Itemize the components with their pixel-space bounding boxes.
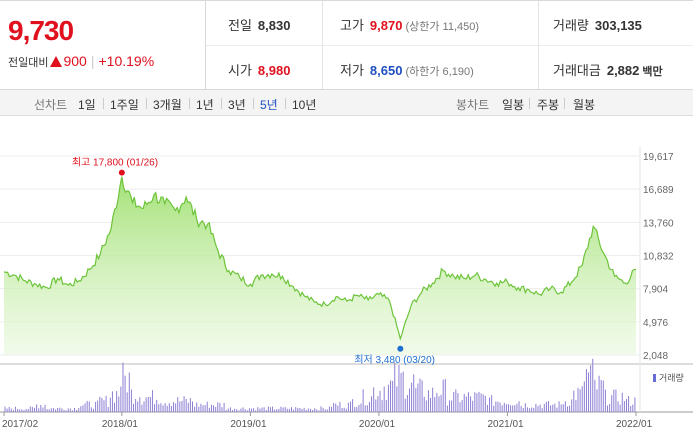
option-divider: [189, 98, 190, 109]
chart-toolbar: 선차트 1일 1주일 3개월 1년 3년 5년 10년 봉차트 일봉 주봉 월봉: [0, 90, 693, 116]
price-chart[interactable]: 최고 17,800 (01/26) 최저 3,480 (03/20) 19,617…: [0, 116, 693, 435]
cell-value: 8,830: [257, 18, 291, 33]
range-option-1d[interactable]: 1일: [78, 98, 96, 112]
option-divider: [221, 98, 222, 109]
cell-label: 고가: [340, 18, 364, 33]
volume-legend-swatch: [653, 374, 656, 382]
line-chart-label: 선차트: [34, 98, 68, 112]
quote-cell-high: 고가 9,870 (상한가 11,450): [340, 15, 479, 34]
row-divider: [206, 45, 693, 46]
range-option-10y[interactable]: 10년: [292, 98, 317, 112]
high-point-dot: [118, 169, 125, 176]
candle-option-monthly[interactable]: 월봉: [573, 98, 596, 112]
x-tick-label: 2020/01: [359, 419, 396, 430]
candle-option-weekly[interactable]: 주봉: [537, 98, 560, 112]
cell-label: 거래대금: [553, 63, 601, 78]
high-point-label: 최고 17,800 (01/26): [72, 157, 158, 169]
quote-cell-open: 시가 8,980: [228, 60, 290, 79]
range-option-1w[interactable]: 1주일: [110, 98, 139, 112]
change-value: 900: [63, 53, 87, 69]
quote-cell-turnover: 거래대금 2,882 백만: [553, 60, 663, 79]
change-percent: +10.19%: [98, 53, 155, 69]
quote-cell-prev-close: 전일 8,830: [228, 15, 290, 34]
cell-value: 9,870: [369, 18, 403, 33]
y-tick-label: 10,832: [643, 252, 674, 263]
cell-sub: (상한가 11,450): [405, 21, 480, 33]
volume-legend: 거래량: [653, 372, 684, 383]
range-option-1y[interactable]: 1년: [196, 98, 214, 112]
x-tick-label: 2018/01: [102, 419, 139, 430]
volume-bars: [4, 358, 636, 412]
option-divider: [564, 98, 565, 109]
price-area-fill: [4, 176, 636, 355]
quote-cell-low: 저가 8,650 (하한가 6,190): [340, 60, 474, 79]
cell-label: 시가: [228, 63, 252, 78]
candle-chart-label: 봉차트: [456, 98, 490, 112]
cell-label: 거래량: [553, 18, 589, 33]
cell-value: 8,980: [257, 63, 291, 78]
x-tick-label: 2019/01: [230, 419, 267, 430]
low-point-dot: [397, 345, 404, 352]
candle-option-daily[interactable]: 일봉: [502, 98, 525, 112]
price-area: [3, 176, 637, 355]
x-axis: 2017/02 2018/01 2019/01 2020/01 2021/01 2022/…: [2, 412, 653, 430]
triangle-up-icon: [50, 56, 63, 67]
quote-summary: 9,730 전일대비 900 | +10.19% 전일 8,830 고가 9,870 (상한…: [0, 0, 693, 90]
range-option-3y[interactable]: 3년: [228, 98, 246, 112]
x-tick-label: 2022/01: [616, 419, 653, 430]
y-tick-label: 19,617: [643, 152, 674, 163]
price-line: [3, 176, 637, 341]
x-tick-label: 2021/01: [487, 419, 524, 430]
x-tick-label: 2017/02: [2, 419, 39, 430]
y-tick-label: 16,689: [643, 185, 674, 196]
range-option-3m[interactable]: 3개월: [153, 98, 182, 112]
option-divider: [103, 98, 104, 109]
cell-value: 8,650: [369, 63, 403, 78]
option-divider: [529, 98, 530, 109]
chart-markers: 최고 17,800 (01/26) 최저 3,480 (03/20): [72, 157, 435, 366]
cell-sub: 백만: [642, 66, 663, 78]
quote-cell-volume: 거래량 303,135: [553, 15, 642, 34]
price-change-row: 전일대비 900 | +10.19%: [8, 53, 154, 70]
change-label: 전일대비: [8, 57, 49, 69]
y-tick-label: 4,976: [643, 318, 668, 329]
current-price: 9,730: [8, 15, 74, 46]
change-separator: |: [90, 53, 95, 69]
y-tick-label: 7,904: [643, 285, 668, 296]
option-divider: [285, 98, 286, 109]
option-divider: [146, 98, 147, 109]
cell-label: 전일: [228, 18, 252, 33]
range-option-5y[interactable]: 5년: [260, 98, 278, 112]
y-tick-label: 13,760: [643, 218, 674, 229]
low-point-label: 최저 3,480 (03/20): [354, 354, 435, 366]
y-tick-label: 2,048: [643, 351, 668, 362]
y-axis: 19,617 16,689 13,760 10,832 7,904 4,976 2,048: [643, 152, 674, 362]
cell-label: 저가: [340, 63, 364, 78]
cell-sub: (하한가 6,190): [405, 66, 474, 78]
cell-value: 303,135: [594, 18, 642, 33]
cell-value: 2,882: [606, 63, 640, 78]
option-divider: [253, 98, 254, 109]
price-box: 9,730 전일대비 900 | +10.19%: [0, 1, 206, 89]
volume-legend-label: 거래량: [659, 372, 684, 383]
